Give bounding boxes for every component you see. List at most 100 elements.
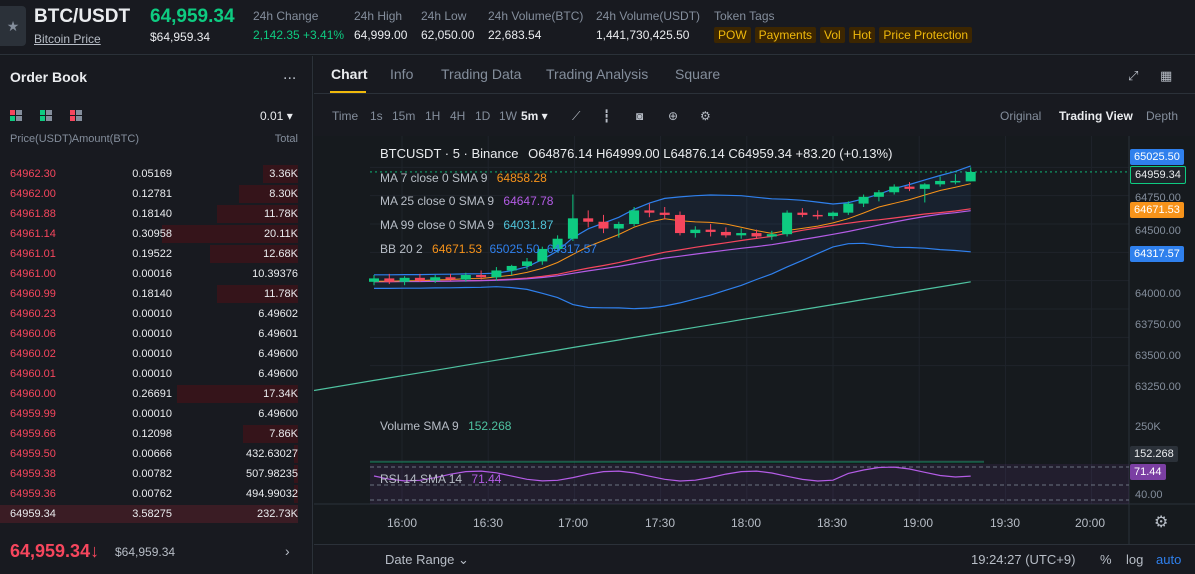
both-sides-view-icon[interactable] [10,110,22,121]
settings-gear-icon[interactable]: ⚙ [700,109,711,123]
interval-select-5m[interactable]: 5m ▾ [521,109,548,123]
interval-1w[interactable]: 1W [499,109,517,123]
order-amount: 0.05169 [132,168,172,180]
active-tab-underline [330,91,366,93]
order-book-row[interactable]: 64959.66 0.12098 7.86K [0,424,312,444]
candle-body [965,171,976,182]
order-book-row[interactable]: 64961.00 0.00016 10.39376 [0,264,312,284]
order-price: 64960.00 [10,388,56,400]
order-book-row[interactable]: 64960.01 0.00010 6.49600 [0,364,312,384]
bb-upper: 65025.50 [489,242,540,256]
asks-only-view-icon[interactable] [70,110,82,121]
interval-1d[interactable]: 1D [475,109,491,123]
volume-label: Volume SMA 9 [380,419,459,433]
order-book-row[interactable]: 64962.00 0.12781 8.30K [0,184,312,204]
time-axis-label: 16:30 [473,516,504,530]
tick-size-select[interactable]: 0.01 ▾ [260,109,293,123]
bids-only-view-icon[interactable] [40,110,52,121]
view-trading-view[interactable]: Trading View [1059,109,1133,123]
interval-4h[interactable]: 4H [450,109,466,123]
bb-basis-tag: 64671.53 [1130,202,1184,218]
order-book-row[interactable]: 64960.06 0.00010 6.49601 [0,324,312,344]
ma25-legend: MA 25 close 0 SMA 9 64647.78 [380,194,553,208]
order-total: 12.68K [263,248,298,260]
clock-readout: 19:24:27 (UTC+9) [971,552,1076,567]
auto-toggle[interactable]: auto [1156,552,1182,567]
tab-info[interactable]: Info [390,66,414,82]
order-book-row[interactable]: 64959.36 0.00762 494.99032 [0,484,312,504]
more-options-icon[interactable]: ... [283,66,297,83]
interval-15m[interactable]: 15m [392,109,416,123]
add-indicator-icon[interactable]: ⊕ [668,109,679,123]
order-book-row[interactable]: 64962.30 0.05169 3.36K [0,164,312,184]
order-book-row[interactable]: 64960.23 0.00010 6.49602 [0,304,312,324]
tab-chart[interactable]: Chart [331,66,368,82]
volume-legend: Volume SMA 9 152.268 [380,419,511,433]
bb-upper-tag: 65025.50 [1130,149,1184,165]
chart-toolbar: Time 1s 15m 1H 4H 1D 1W 5m ▾ ⟋ ┇ ◙ ⊕ ⚙ O… [314,104,1195,128]
candle-body [736,233,747,236]
order-book-row[interactable]: 64959.50 0.00666 432.63027 [0,444,312,464]
order-price: 64960.01 [10,368,56,380]
interval-1s[interactable]: 1s [370,109,383,123]
layout-grid-icon[interactable]: ▦ [1160,68,1173,83]
tag-hot[interactable]: Hot [848,27,876,43]
tag-payments[interactable]: Payments [754,27,817,43]
view-depth[interactable]: Depth [1146,109,1179,123]
order-total: 10.39376 [252,268,298,280]
order-amount: 0.12098 [132,428,172,440]
tab-square[interactable]: Square [675,66,721,82]
order-book-row[interactable]: 64959.38 0.00782 507.98235 [0,464,312,484]
chart-settings-icon[interactable]: ⚙ [1154,514,1169,531]
rsi-axis-label: 40.00 [1135,489,1163,501]
tab-trading-data[interactable]: Trading Data [441,66,522,82]
order-amount: 0.00016 [132,268,172,280]
candle-body [797,212,808,215]
tab-trading-analysis[interactable]: Trading Analysis [546,66,649,82]
price-chart[interactable] [314,136,1195,544]
time-axis-label: 18:00 [731,516,762,530]
view-original[interactable]: Original [1000,109,1042,123]
candle-body [690,229,701,234]
candle-style-icon[interactable]: ┇ [603,109,611,123]
order-book-row[interactable]: 64959.34 3.58275 232.73K [0,504,312,524]
chart-background [314,136,1195,544]
time-axis-label: 19:30 [990,516,1021,530]
order-total: 7.86K [269,428,298,440]
order-book-row[interactable]: 64959.99 0.00010 6.49600 [0,404,312,424]
order-book-row[interactable]: 64960.02 0.00010 6.49600 [0,344,312,364]
rsi-legend: RSI 14 SMA 14 71.44 [380,472,501,486]
depth-bar [238,185,298,203]
stat-label: 24h High [354,9,403,23]
order-book-row[interactable]: 64960.00 0.26691 17.34K [0,384,312,404]
log-toggle[interactable]: log [1126,552,1144,567]
depth-bar [293,465,298,483]
order-book-row[interactable]: 64961.01 0.19522 12.68K [0,244,312,264]
order-amount: 0.12781 [132,188,172,200]
expand-icon[interactable]: ⤢ [1128,68,1139,83]
time-axis-label: 20:00 [1075,516,1106,530]
order-book-row[interactable]: 64961.14 0.30958 20.11K [0,224,312,244]
bb-lower-tag: 64317.57 [1130,246,1184,262]
order-book-row[interactable]: 64961.88 0.18140 11.78K [0,204,312,224]
date-range-select[interactable]: Date Range ⌄ [385,552,469,567]
order-book-row[interactable]: 64960.99 0.18140 11.78K [0,284,312,304]
interval-1h[interactable]: 1H [425,109,441,123]
tag-vol[interactable]: Vol [820,27,845,43]
camera-icon[interactable]: ◙ [636,109,644,123]
pair-subtitle-link[interactable]: Bitcoin Price [34,32,101,46]
candle-body [919,184,930,189]
price-axis-label: 63500.00 [1135,350,1181,362]
candle-body [904,186,915,189]
percent-toggle[interactable]: % [1100,552,1112,567]
stat-value: 62,050.00 [421,28,475,42]
depth-bar [0,505,298,523]
tag-pow[interactable]: POW [714,27,751,43]
price-axis-label: 64750.00 [1135,192,1181,204]
tag-price-protection[interactable]: Price Protection [879,27,973,43]
favorite-star-icon[interactable]: ★ [0,6,26,46]
chart-tabs: Chart Info Trading Data Trading Analysis… [314,56,1195,94]
volume-tag: 152.268 [1130,446,1178,462]
indicators-icon[interactable]: ⟋ [572,109,581,123]
chevron-right-icon[interactable]: › [285,543,290,559]
